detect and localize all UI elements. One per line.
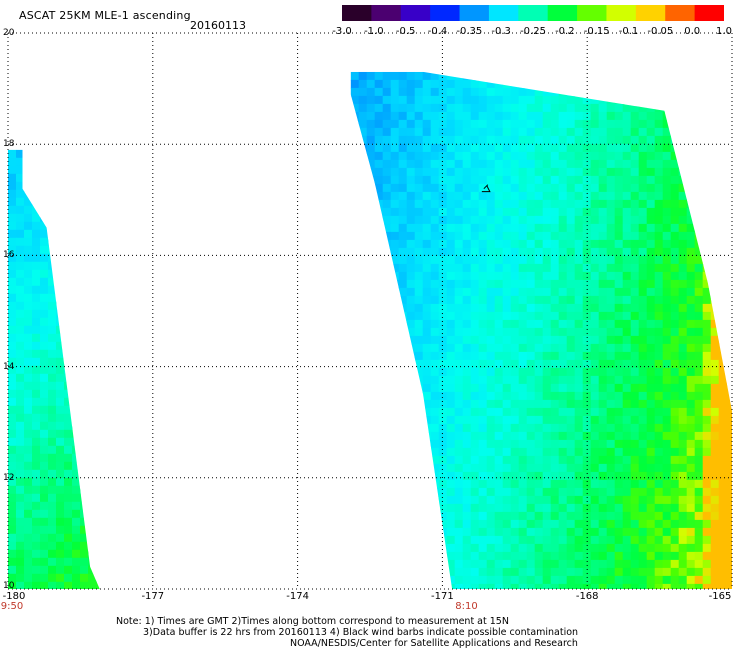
colorbar-segment <box>547 5 578 21</box>
latitude-label: 16 <box>3 250 15 261</box>
colorbar <box>342 5 724 21</box>
longitude-label: -180 <box>2 591 26 602</box>
colorbar-tick-labels: -3.0 -1.0 -0.5 -0.4 -0.35 -0.3 -0.25 -0.2 -0.15-… <box>330 26 740 40</box>
map-gridlines <box>7 32 733 590</box>
colorbar-segment <box>518 5 549 21</box>
latitude-label: 18 <box>3 139 15 150</box>
longitude-label: -171 <box>431 591 454 602</box>
footer-note-1: Note: 1) Times are GMT 2)Times along bot… <box>116 616 509 627</box>
latitude-label: 10 <box>3 581 15 591</box>
time-label: 9:50 <box>0 601 24 612</box>
longitude-label: -165 <box>708 591 732 602</box>
colorbar-tick-label: -0.35 <box>456 26 483 37</box>
footer-note-2: 3)Data buffer is 22 hrs from 20160113 4)… <box>143 627 579 638</box>
colorbar-segment <box>371 5 402 21</box>
colorbar-segment <box>488 5 519 21</box>
colorbar-segment <box>342 5 372 21</box>
colorbar-segment <box>430 5 461 21</box>
colorbar-tick-label: -0.2 <box>555 26 575 37</box>
colorbar-segment <box>694 5 724 21</box>
colorbar-segment <box>577 5 608 21</box>
longitude-label: -168 <box>575 591 599 602</box>
colorbar-segment <box>606 5 637 21</box>
longitude-label: -177 <box>141 591 165 602</box>
colorbar-segment <box>635 5 666 21</box>
colorbar-tick-label: -1.0 <box>364 26 384 37</box>
west-swath <box>8 149 100 590</box>
latitude-label: 12 <box>3 472 15 483</box>
colorbar-tick-label: -3.0 <box>332 26 352 37</box>
colorbar-tick-label: -0.25 <box>520 26 546 37</box>
map-title: ASCAT 25KM MLE-1 ascending <box>19 9 191 22</box>
colorbar-tick-label: -0.3 <box>491 26 511 37</box>
colorbar-segment <box>400 5 431 21</box>
colorbar-tick-label: -0.4 <box>427 26 448 37</box>
footer-note-3: NOAA/NESDIS/Center for Satellite Applica… <box>290 638 578 649</box>
colorbar-tick-label: -0.05 <box>647 26 674 37</box>
colorbar-segment <box>459 5 490 21</box>
time-label: 8:10 <box>455 601 478 612</box>
colorbar-tick-label: 1.0 <box>716 26 732 37</box>
latitude-label: 14 <box>3 361 15 372</box>
latitude-label: 20 <box>3 28 15 38</box>
contamination-marker <box>481 184 491 193</box>
colorbar-segment <box>665 5 696 21</box>
colorbar-tick-label: 0.0 <box>684 26 701 37</box>
wind-barb-icon <box>481 184 491 193</box>
east-swath <box>350 71 732 589</box>
colorbar-tick-label: -0.1 <box>618 26 639 37</box>
colorbar-tick-label: -0.15 <box>583 26 610 37</box>
longitude-label: -174 <box>286 591 309 602</box>
map-date: 20160113 <box>190 19 246 32</box>
colorbar-tick-label: -0.5 <box>395 26 416 37</box>
